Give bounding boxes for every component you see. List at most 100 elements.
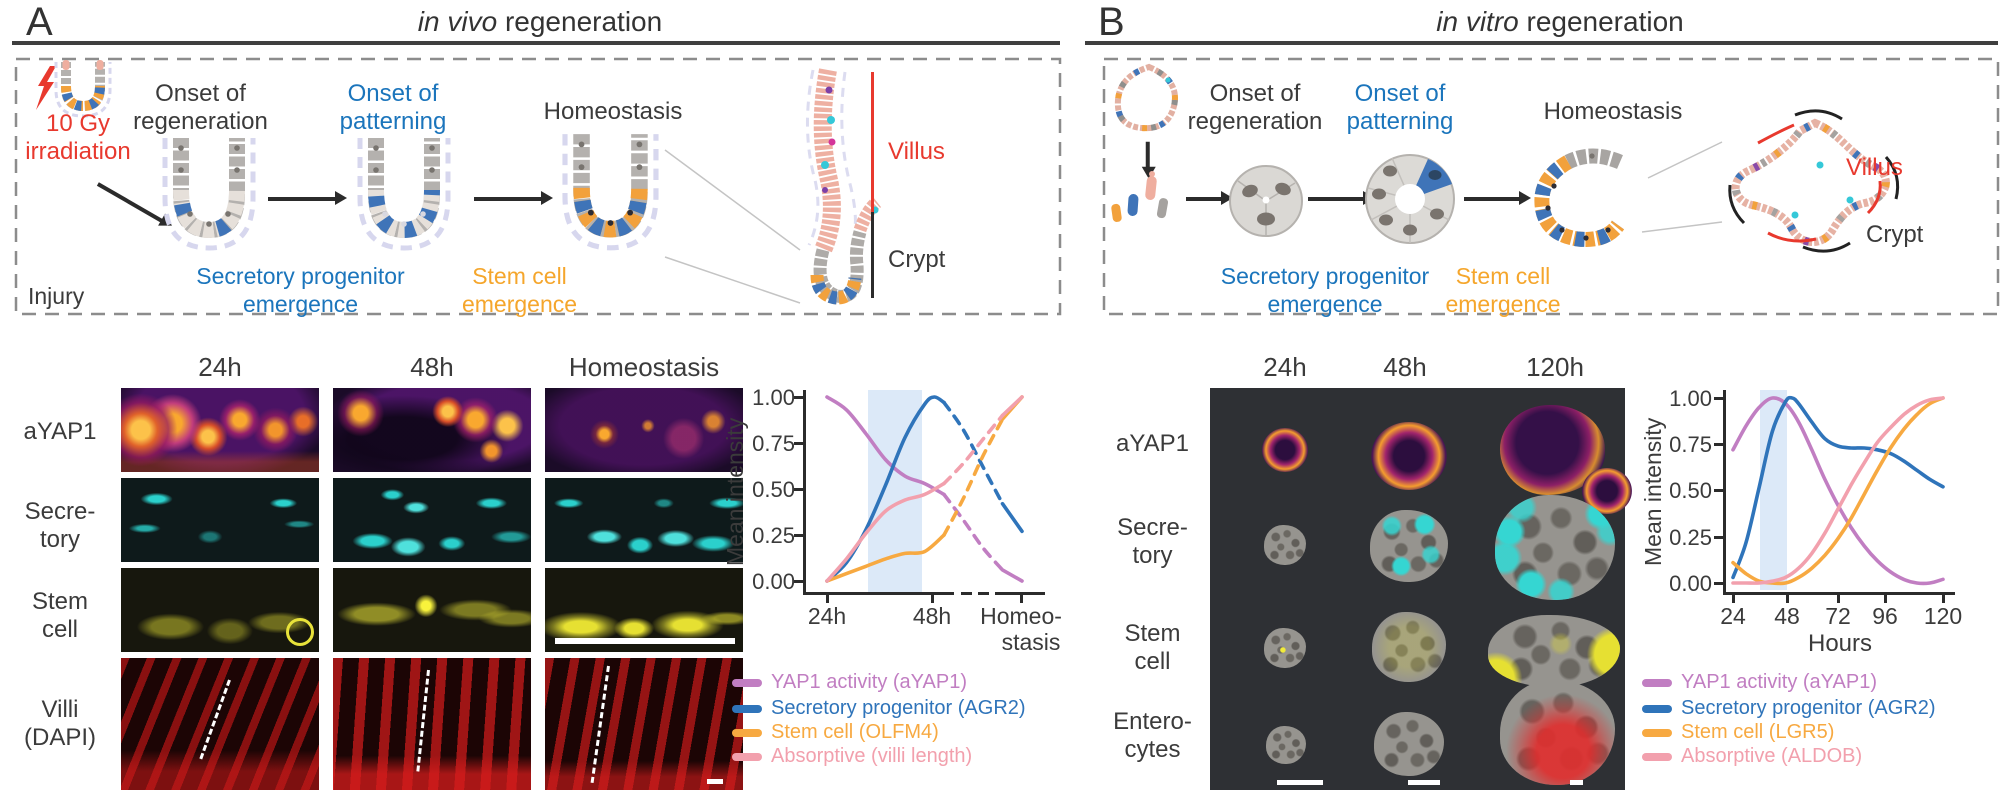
patterned-cyst-illustration — [1365, 154, 1455, 244]
a-chart-axis-break-dash — [978, 592, 989, 595]
crypt-illustration-regeneration — [162, 138, 256, 251]
b-stage2-line1: Onset of — [1354, 80, 1446, 107]
micrograph-ayap1-24h — [121, 388, 319, 472]
a-xtick-homeo-2: stasis — [1001, 629, 1061, 655]
organoid-stem-120h — [1488, 615, 1620, 687]
zoom-connector-lines-a — [664, 149, 801, 304]
b-stage2-line2: patterning — [1346, 108, 1454, 135]
a-row-label-villi-2: (DAPI) — [24, 724, 96, 751]
micrograph-stem-48h — [333, 568, 531, 652]
a-row-label-stem-2: cell — [41, 616, 78, 643]
organoid-ring-icon — [1114, 63, 1178, 132]
villus-extent-line — [871, 72, 874, 212]
micrograph-stem-homeostasis — [545, 568, 743, 652]
legend-label: Absorptive (ALDOB) — [1681, 745, 1863, 767]
micrograph-ayap1-homeostasis — [545, 388, 743, 472]
b-col-header-24h: 24h — [1263, 352, 1307, 382]
micrograph-villi-24h — [121, 658, 319, 790]
a-row-label-secretory-2: tory — [39, 526, 80, 553]
legend-label: YAP1 activity (aYAP1) — [1681, 671, 1877, 693]
scale-bar — [1570, 780, 1583, 785]
a-stage1-line1: Onset of — [155, 80, 246, 107]
arrow-organoid-to-cells — [1146, 141, 1150, 168]
b-chart-x-axis — [1723, 592, 1955, 595]
b-ytick-050: 0.50 — [1669, 478, 1712, 503]
a-col-header-homeostasis: Homeostasis — [568, 352, 720, 382]
a-xtick-24h: 24h — [807, 603, 847, 629]
b-ytick-075: 0.75 — [1669, 432, 1712, 457]
panel-b-title-rest: regeneration — [1518, 6, 1684, 37]
micrograph-villi-48h — [333, 658, 531, 790]
a-row-label-stem-1: Stem — [31, 588, 88, 615]
crypt-extent-line — [871, 212, 874, 298]
b-micrograph-block — [1210, 388, 1632, 790]
b-secretory-caption-line2: emergence — [1267, 291, 1383, 317]
panel-a-rule — [12, 41, 1060, 45]
villus-length-dashed-line — [590, 665, 610, 784]
micrograph-secretory-homeostasis — [545, 478, 743, 562]
b-villus-label: Villus — [1846, 154, 1903, 181]
b-stage1-line1: Onset of — [1209, 80, 1301, 107]
micrograph-ayap1-48h — [333, 388, 531, 472]
injury-label: Injury — [28, 283, 85, 309]
arrow-patterning-to-homeostasis — [474, 191, 553, 205]
b-legend-yap1: YAP1 activity (aYAP1) — [1642, 671, 1877, 694]
b-xtick-48: 48 — [1774, 603, 1800, 629]
a-row-label-ayap1: aYAP1 — [23, 418, 97, 445]
spheroid-illustration — [1229, 165, 1303, 237]
a-legend-stem: Stem cell (OLFM4) — [732, 721, 939, 744]
irradiation-label-line2: irradiation — [25, 138, 131, 165]
b-row-label-secretory-2: tory — [1132, 542, 1173, 569]
irradiation-label-line1: 10 Gy — [45, 110, 111, 137]
a-xtick-homeo-1: Homeo- — [980, 603, 1062, 629]
a-chart-x-axis — [803, 592, 954, 595]
legend-swatch — [732, 678, 762, 687]
panel-a-title-italic: in vivo — [417, 6, 498, 37]
a-stem-caption-line1: Stem cell — [472, 263, 567, 289]
a-secretory-caption-line2: emergence — [242, 291, 359, 317]
scale-bar — [1277, 780, 1323, 785]
b-legend-secretory: Secretory progenitor (AGR2) — [1642, 697, 1936, 720]
b-xtick-72: 72 — [1825, 603, 1851, 629]
legend-label: Secretory progenitor (AGR2) — [771, 697, 1026, 719]
b-chart-xlabel: Hours — [1807, 630, 1873, 657]
panel-b-title-italic: in vitro — [1436, 6, 1519, 37]
a-row-label-villi-1: Villi — [41, 696, 79, 723]
a-chart-lines — [825, 395, 1024, 583]
organoid-secretory-24h — [1264, 525, 1306, 565]
crypt-illustration-homeostasis — [562, 134, 659, 251]
b-stem-caption-line1: Stem cell — [1455, 263, 1551, 289]
b-stage3-label: Homeostasis — [1543, 98, 1683, 125]
organoid-secretory-48h — [1370, 510, 1448, 582]
a-ytick-000: 0.00 — [752, 569, 795, 594]
b-legend-absorptive: Absorptive (ALDOB) — [1642, 745, 1862, 768]
panel-b-title: in vitro regeneration — [1130, 6, 1990, 38]
a-legend-absorptive: Absorptive (villi length) — [732, 745, 972, 768]
organoid-ayap1-24h — [1262, 428, 1308, 472]
b-crypt-label: Crypt — [1866, 221, 1924, 248]
injured-crypt-icon — [54, 60, 112, 118]
a-ytick-025: 0.25 — [752, 523, 795, 548]
arrow-cyst-to-organoid — [1464, 191, 1531, 205]
scale-bar — [555, 638, 735, 644]
a-row-label-secretory-1: Secre- — [24, 498, 96, 525]
a-xtick-48h: 48h — [912, 603, 952, 629]
b-chart-lines — [1731, 395, 1945, 586]
legend-swatch — [732, 728, 762, 737]
arrow-regeneration-to-patterning — [268, 191, 347, 205]
a-ytick-100: 1.00 — [752, 385, 795, 410]
a-chart-x-axis — [995, 592, 1045, 595]
villus-crypt-illustration — [805, 68, 882, 305]
b-col-header-120h: 120h — [1526, 352, 1584, 382]
a-stage2-line2: patterning — [339, 108, 447, 135]
legend-swatch — [1642, 678, 1672, 687]
b-stem-caption-line2: emergence — [1445, 291, 1561, 317]
arrow-spheroid-to-cyst — [1308, 191, 1375, 205]
legend-swatch — [1642, 728, 1672, 737]
b-row-label-stem-1: Stem — [1124, 620, 1181, 647]
schematic-dashed-boxes — [14, 57, 2000, 316]
panel-a-title-rest: regeneration — [497, 6, 663, 37]
b-ytick-025: 0.25 — [1669, 525, 1712, 550]
a-stem-caption-line2: emergence — [461, 291, 578, 317]
